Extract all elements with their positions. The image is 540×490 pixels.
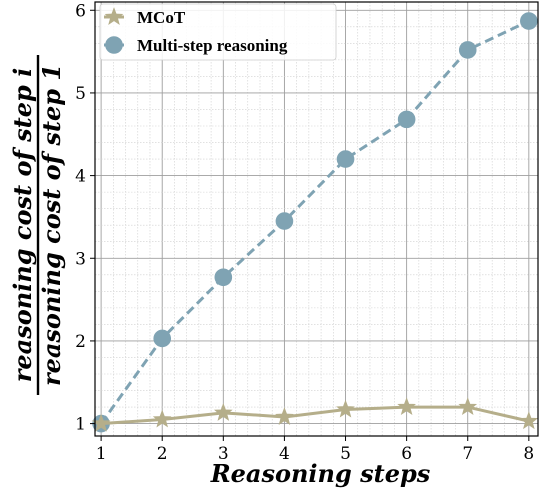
- data-point: [519, 411, 538, 430]
- series-multi-step-reasoning: [92, 12, 538, 433]
- data-point: [397, 397, 416, 416]
- x-tick-label: 3: [218, 444, 229, 464]
- data-point: [213, 402, 233, 421]
- series-line: [99, 19, 530, 425]
- ticks: 1 2 3 4 5 6 7 8 1 2 3 4 5 6: [75, 1, 534, 464]
- legend-swatch-marker: [104, 7, 124, 25]
- data-point: [275, 407, 294, 425]
- legend-label: Multi-step reasoning: [137, 36, 288, 55]
- y-axis-title-denominator: reasoning cost of step 1: [37, 64, 66, 386]
- data-point: [152, 409, 172, 428]
- data-point: [275, 212, 294, 230]
- legend-item: Multi-step reasoning: [104, 36, 288, 55]
- x-tick-label: 5: [340, 444, 351, 464]
- x-tick-label: 8: [523, 444, 534, 464]
- y-tick-label: 4: [75, 167, 86, 187]
- series-layer: [91, 12, 538, 433]
- x-tick-label: 2: [157, 444, 168, 464]
- y-tick-label: 3: [75, 249, 86, 269]
- x-tick-label: 7: [462, 444, 473, 464]
- data-point: [336, 150, 355, 168]
- legend-item: MCoT: [104, 7, 186, 27]
- plot-frame: [94, 1, 539, 437]
- y-axis-title: reasoning cost of step i reasoning cost …: [8, 55, 66, 395]
- legend-swatch-marker: [105, 36, 123, 54]
- series-mcot: [91, 397, 538, 432]
- y-tick-label: 2: [75, 332, 86, 352]
- data-point: [458, 41, 477, 59]
- x-axis-title: Reasoning steps: [210, 459, 431, 488]
- x-tick-label: 4: [279, 444, 290, 464]
- series-line: [101, 405, 530, 426]
- x-tick-label: 6: [401, 444, 412, 464]
- x-tick-label: 1: [96, 444, 107, 464]
- y-tick-label: 5: [75, 84, 86, 104]
- y-tick-label: 6: [75, 1, 86, 21]
- data-point: [336, 399, 355, 418]
- legend-box: [99, 3, 337, 61]
- data-point: [214, 268, 233, 287]
- data-point: [397, 110, 416, 129]
- data-point: [458, 397, 478, 416]
- legend: MCoT Multi-step reasoning: [99, 3, 337, 61]
- grid: [95, 2, 538, 436]
- data-point: [153, 329, 172, 348]
- y-tick-label: 1: [75, 415, 86, 435]
- y-axis-title-numerator: reasoning cost of step i: [8, 68, 37, 383]
- legend-label: MCoT: [137, 8, 186, 27]
- data-point: [520, 12, 538, 30]
